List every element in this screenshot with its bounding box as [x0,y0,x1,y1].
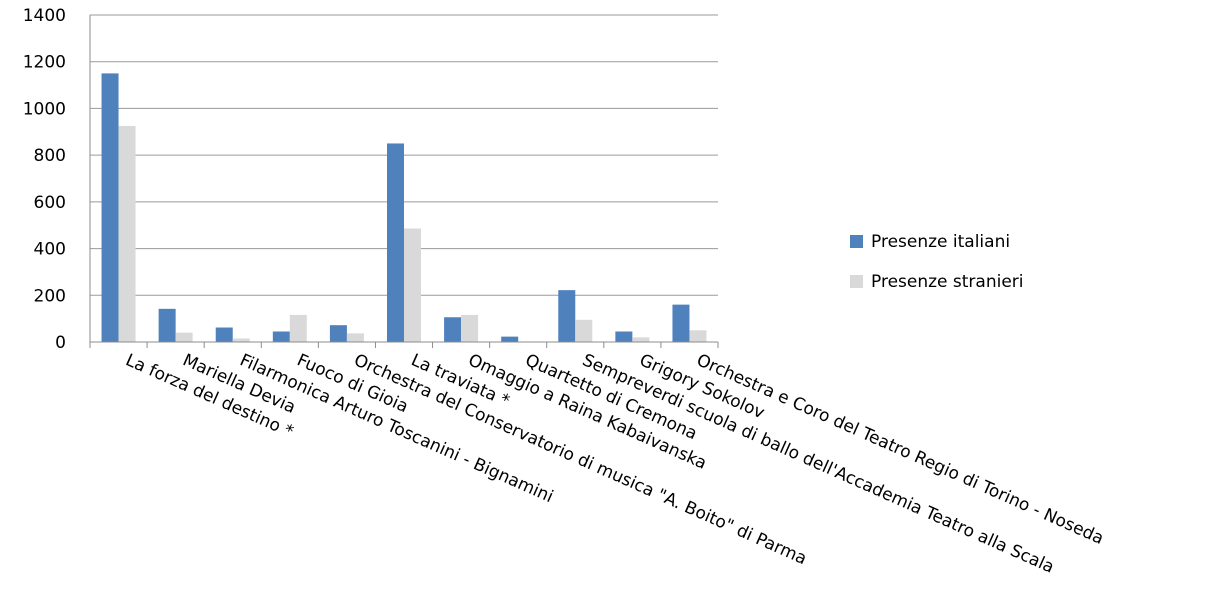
legend: Presenze italiani Presenze stranieri [850,232,1024,292]
bar-stranieri [404,228,421,342]
bar-italiani [158,308,176,342]
bar-italiani [329,325,347,342]
bar-italiani [444,317,462,342]
bar-stranieri [689,330,707,342]
y-axis-ticks: 0 200 400 600 800 1000 1200 1400 [23,6,66,353]
bar-stranieri [632,337,650,342]
y-tick-label: 200 [34,286,66,306]
bar-stranieri [118,125,136,342]
y-tick-label: 600 [34,193,66,213]
bar-stranieri [289,314,307,342]
legend-label: Presenze stranieri [871,272,1024,292]
y-tick-label: 1200 [23,53,66,73]
y-tick-label: 400 [34,240,66,260]
bars [101,73,707,343]
bar-stranieri [346,333,364,342]
y-tick-label: 800 [34,146,66,166]
bar-italiani [558,290,576,342]
bar-italiani [615,331,633,342]
bar-stranieri [461,314,479,342]
bar-italiani [501,336,519,342]
y-tick-label: 1400 [23,6,66,26]
bar-italiani [387,143,404,342]
bar-italiani [272,331,290,342]
bar-italiani [672,304,690,342]
y-tick-label: 1000 [23,99,66,119]
x-tick-label: Sempreverdi scuola di ballo dell'Accadem… [579,350,1057,577]
legend-swatch [850,275,863,288]
legend-swatch [850,235,863,248]
bar-italiani [101,73,119,343]
bar-stranieri [575,319,593,342]
bar-italiani [215,327,233,342]
bar-stranieri [175,332,193,342]
x-tick-label: Orchestra e Coro del Teatro Regio di Tor… [693,350,1106,549]
legend-label: Presenze italiani [871,232,1010,252]
x-axis-ticks: La forza del destino *Mariella DeviaFila… [123,350,1107,577]
axes [89,15,719,348]
y-tick-label: 0 [55,333,66,353]
bar-stranieri [232,338,250,342]
